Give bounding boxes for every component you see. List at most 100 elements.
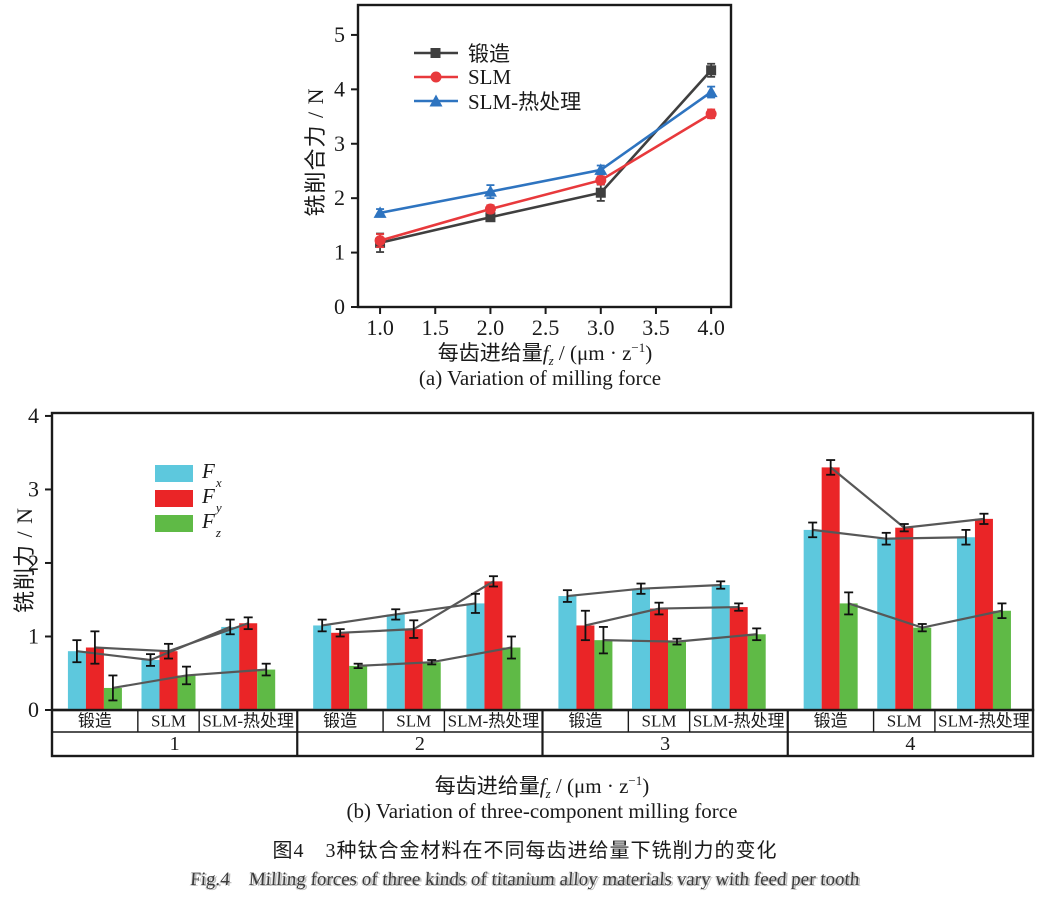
bar <box>895 527 914 710</box>
top-chart-canvas: 0 1 2 3 4 5 1.0 1.5 2.0 2.5 3.0 3.5 4.0 <box>334 3 733 340</box>
square-marker <box>485 212 496 223</box>
figure-caption-cn: 图4 3种钛合金材料在不同每齿进给量下铣削力的变化 <box>272 840 778 862</box>
top-chart-y-axis-label: 铣削合力 / N <box>303 87 328 217</box>
subcaption-a: (a) Variation of milling force <box>418 366 662 390</box>
bar <box>386 614 405 710</box>
bar <box>649 608 668 710</box>
bar <box>159 651 178 710</box>
square-marker <box>595 187 606 198</box>
top-series-SLM <box>374 108 717 249</box>
bar <box>331 632 350 710</box>
bars-Fy <box>85 467 993 710</box>
legend-item-label: 锻造 <box>468 42 510 66</box>
bar <box>667 641 686 710</box>
circle-marker <box>595 174 607 186</box>
tick-label: 锻造 <box>323 712 357 731</box>
bar <box>594 640 613 710</box>
subcaption-b: (b) Variation of three-component milling… <box>346 799 738 823</box>
tick-label: 1 <box>28 623 39 648</box>
tick-label: SLM-热处理 <box>693 712 785 731</box>
legend-item-fy: Fy <box>155 484 222 515</box>
triangle-marker <box>594 163 608 175</box>
connector-line <box>76 625 231 662</box>
legend-item-label: Fy <box>202 484 222 515</box>
triangle-marker <box>373 206 387 218</box>
triangle-marker <box>704 85 718 98</box>
series-line <box>379 91 712 215</box>
tick-label: 4 <box>28 403 39 428</box>
tick-label: 3.0 <box>587 315 615 340</box>
top-axes: 0 1 2 3 4 5 1.0 1.5 2.0 2.5 3.0 3.5 4.0 <box>334 3 733 340</box>
bottom-chart-canvas: 0 1 2 3 4 锻造 SLM SLM-热处理 1 锻造 SLM SLM-热处理 2 锻造 SLM SLM-… <box>28 403 1035 758</box>
bar <box>484 581 503 710</box>
tick-label: SLM-热处理 <box>938 712 1030 731</box>
tick-label: 2.5 <box>532 315 560 340</box>
bar <box>839 603 858 710</box>
bar <box>821 467 840 710</box>
tick-label: SLM-热处理 <box>202 712 294 731</box>
line-square-marker-icon <box>414 45 458 61</box>
bar <box>466 603 485 710</box>
tick-label: 锻造 <box>814 712 848 731</box>
series-line <box>379 112 712 242</box>
top-series-SLM-热处理 <box>373 85 718 218</box>
bar <box>956 537 975 710</box>
figure-caption-en: Fig.4 Milling forces of three kinds of t… <box>189 869 861 890</box>
bar <box>422 662 441 710</box>
bar <box>992 610 1011 710</box>
bottom-chart-x-axis-label: 每齿进给量fz / (μm · z−1) <box>434 773 650 802</box>
tick-label: 0 <box>334 294 345 319</box>
tick-label: 3 <box>334 131 345 156</box>
fz-color-swatch <box>155 515 193 532</box>
legend-item-label: SLM-热处理 <box>468 90 582 114</box>
legend-item-forged: 锻造 <box>414 41 581 66</box>
line-circle-marker-icon <box>414 69 458 85</box>
legend-item-label: SLM <box>468 64 512 89</box>
bar <box>576 625 595 710</box>
bar <box>349 665 368 710</box>
tick-label: 3 <box>28 476 39 501</box>
top-chart-x-axis-label: 每齿进给量fz / (μm · z−1) <box>437 340 653 369</box>
legend-item-slm-ht: SLM-热处理 <box>414 89 582 114</box>
tick-label: 2.0 <box>477 315 505 340</box>
tick-label: 1.0 <box>366 315 394 340</box>
bar <box>711 585 730 710</box>
bars-Fx <box>67 529 975 710</box>
bottom-chart-y-axis-label: 铣削力 / N <box>12 507 37 614</box>
tick-label: 5 <box>334 22 345 47</box>
bar <box>877 538 896 710</box>
legend-item-fz: Fz <box>155 509 221 540</box>
bar <box>747 634 766 710</box>
bar <box>221 626 240 710</box>
bar <box>313 625 332 710</box>
connector-line <box>829 466 985 529</box>
tick-label: 2 <box>415 733 425 755</box>
circle-marker <box>374 235 386 247</box>
tick-label: 3 <box>660 733 670 755</box>
bar <box>558 596 577 710</box>
tick-label: 锻造 <box>568 712 602 731</box>
top-chart-legend: 锻造 SLM SLM-热处理 <box>414 41 582 114</box>
tick-label: SLM <box>396 712 431 731</box>
circle-marker <box>484 203 496 215</box>
tick-label: 1 <box>334 240 345 265</box>
bar <box>913 627 932 710</box>
legend-item-label: Fx <box>202 459 222 490</box>
legend-item-slm: SLM <box>414 65 581 89</box>
tick-label: 4 <box>334 76 345 101</box>
tick-label: SLM <box>642 712 677 731</box>
tick-label: 4.0 <box>697 315 725 340</box>
circle-marker <box>705 108 717 120</box>
bar <box>404 629 423 710</box>
tick-label: 3.5 <box>642 315 670 340</box>
legend-item-label: Fz <box>202 509 221 540</box>
tick-label: 2 <box>28 550 39 575</box>
bar <box>729 607 748 710</box>
tick-label: 锻造 <box>78 712 112 731</box>
bottom-error-bars <box>72 459 1007 702</box>
triangle-marker <box>483 185 497 197</box>
fy-color-swatch <box>155 490 193 507</box>
tick-label: 0 <box>28 697 39 722</box>
bar <box>502 647 521 710</box>
